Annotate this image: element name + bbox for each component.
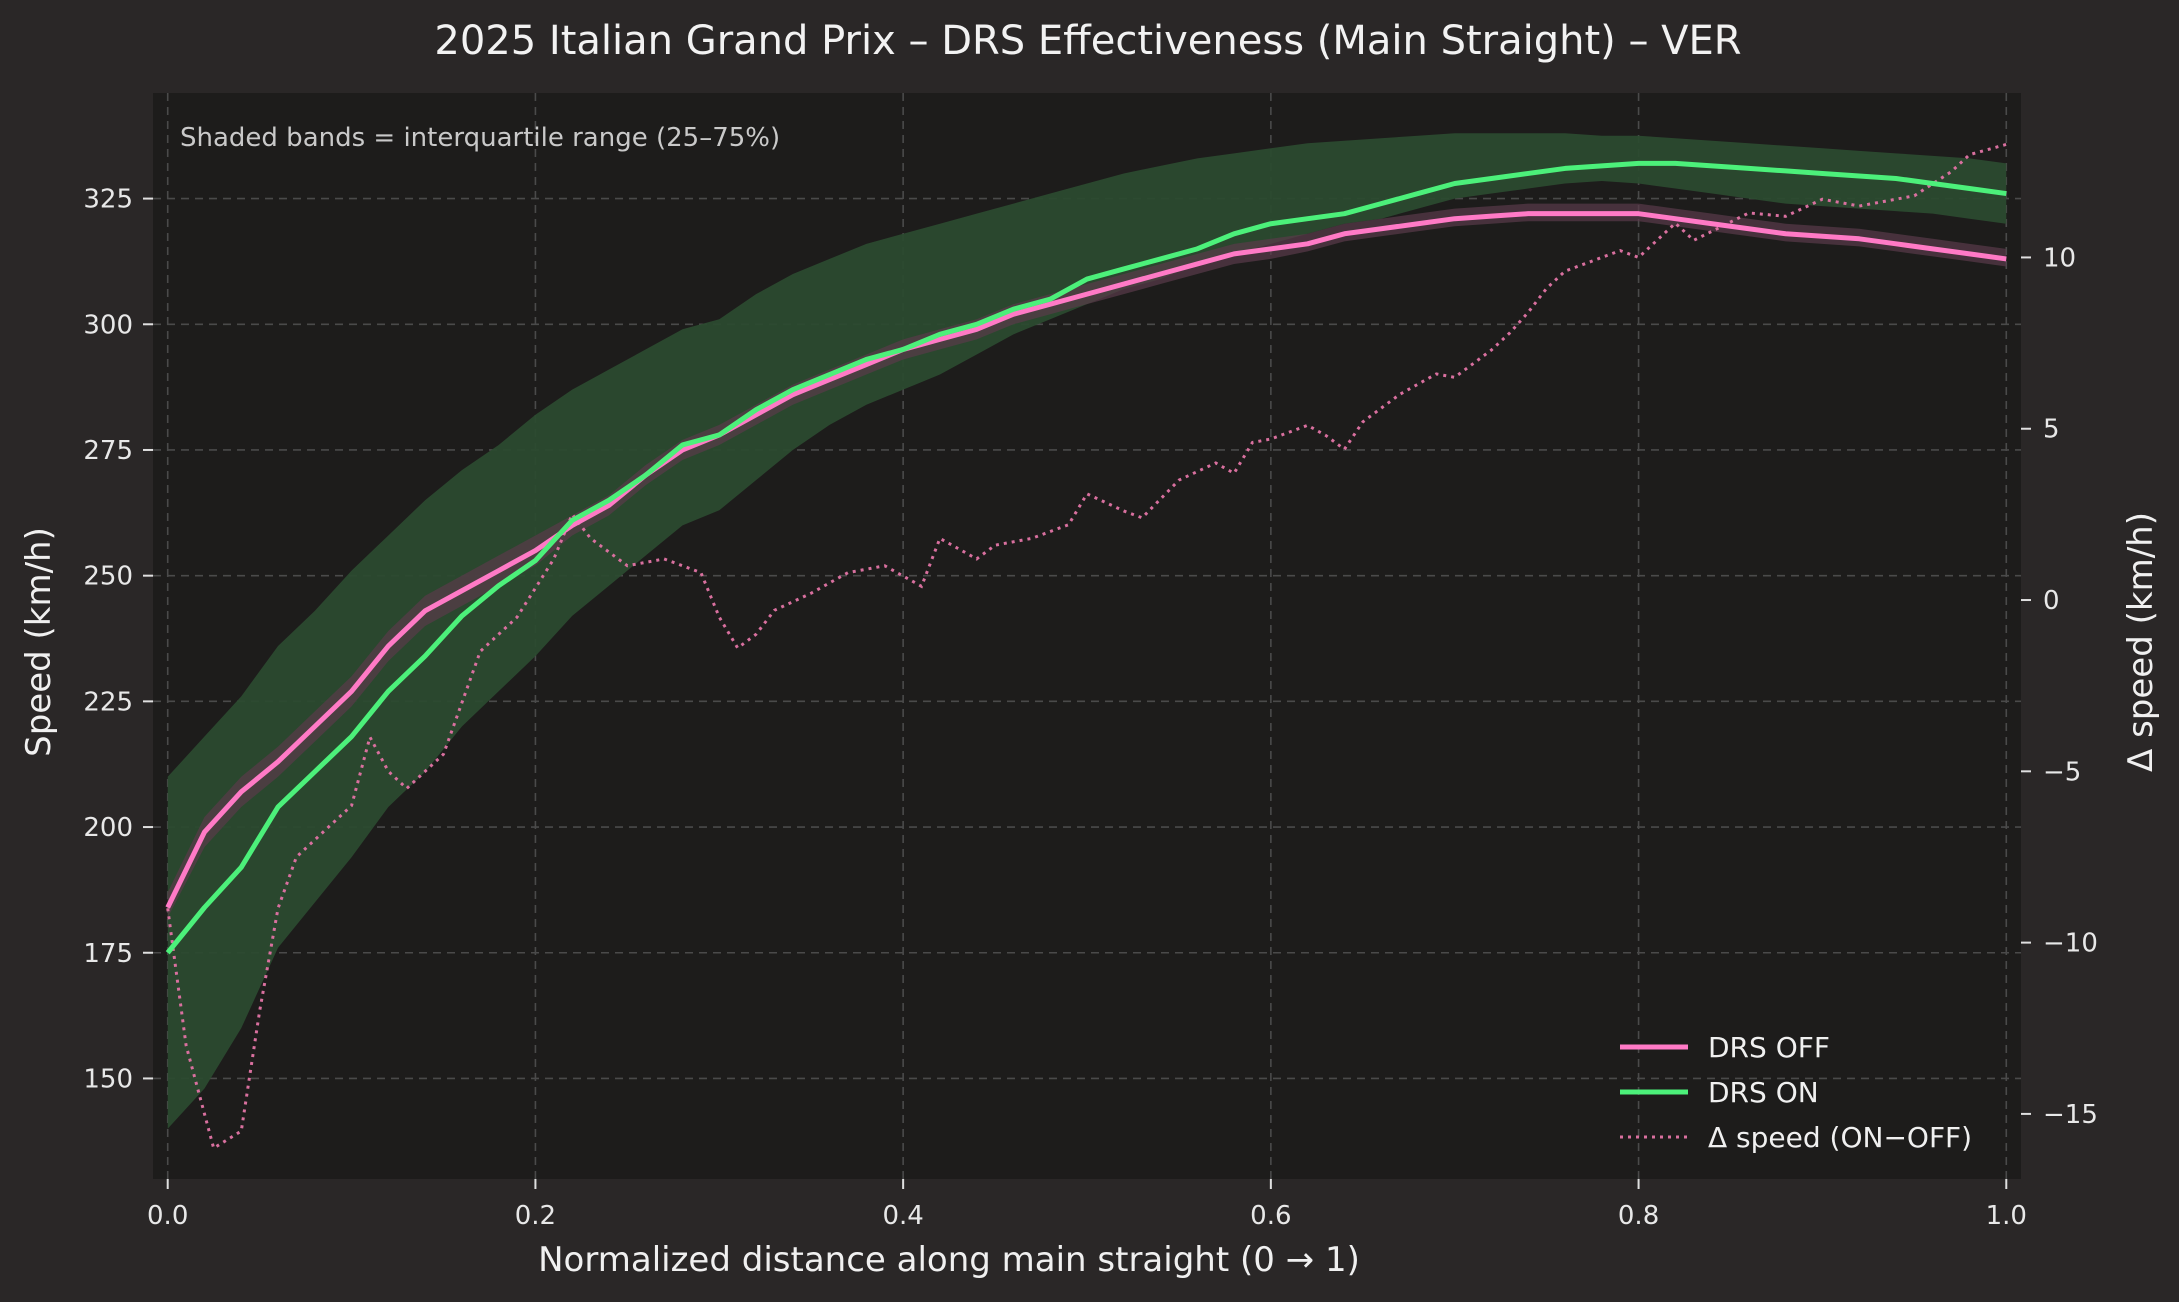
series-line-delta-speed xyxy=(166,142,2007,1151)
chart-title: 2025 Italian Grand Prix – DRS Effectiven… xyxy=(434,18,1741,64)
legend-label-drs-on: DRS ON xyxy=(1708,1076,1819,1109)
axes: 0.0 0.2 0.4 0.6 0.8 1.0 150 175 200 225 250 275 300 3… xyxy=(83,185,2098,1231)
y2-tick-label-4: 5 xyxy=(2043,415,2060,445)
series-lines xyxy=(165,142,2007,1151)
x-tick-label-3: 0.6 xyxy=(1250,1201,1291,1231)
series-line-drs-on xyxy=(165,160,2007,955)
y2-axis-title: Δ speed (km/h) xyxy=(2121,512,2161,772)
y-tick-label-7: 325 xyxy=(83,185,133,215)
y2-tick-label-1: −10 xyxy=(2043,929,2098,959)
y2-tick-label-0: −15 xyxy=(2043,1100,2098,1130)
x-tick-label-4: 0.8 xyxy=(1618,1201,1659,1231)
x-tick-label-5: 1.0 xyxy=(1986,1201,2027,1231)
legend: DRS OFF DRS ON Δ speed (ON−OFF) xyxy=(1620,1031,1972,1154)
legend-label-drs-off: DRS OFF xyxy=(1708,1031,1830,1064)
y-tick-label-2: 200 xyxy=(83,813,133,843)
x-tick-label-2: 0.4 xyxy=(882,1201,923,1231)
y-tick-label-6: 300 xyxy=(83,310,133,340)
legend-label-delta: Δ speed (ON−OFF) xyxy=(1708,1121,1972,1154)
y-tick-label-3: 225 xyxy=(83,687,133,717)
y-axis-title: Speed (km/h) xyxy=(19,527,59,757)
x-tick-label-1: 0.2 xyxy=(515,1201,556,1231)
y-tick-label-1: 175 xyxy=(83,939,133,969)
x-axis-title: Normalized distance along main straight … xyxy=(538,1240,1360,1280)
band-annotation: Shaded bands = interquartile range (25–7… xyxy=(180,123,780,153)
x-tick-label-0: 0.0 xyxy=(147,1201,188,1231)
y2-tick-label-3: 0 xyxy=(2043,586,2060,616)
iqr-band-drs-on xyxy=(167,133,2007,1129)
series-line-drs-off xyxy=(165,211,2007,909)
y2-tick-label-5: 10 xyxy=(2043,243,2076,273)
y2-tick-label-2: −5 xyxy=(2043,757,2081,787)
y-tick-label-4: 250 xyxy=(83,562,133,592)
y-tick-label-0: 150 xyxy=(83,1064,133,1094)
y-tick-label-5: 275 xyxy=(83,436,133,466)
